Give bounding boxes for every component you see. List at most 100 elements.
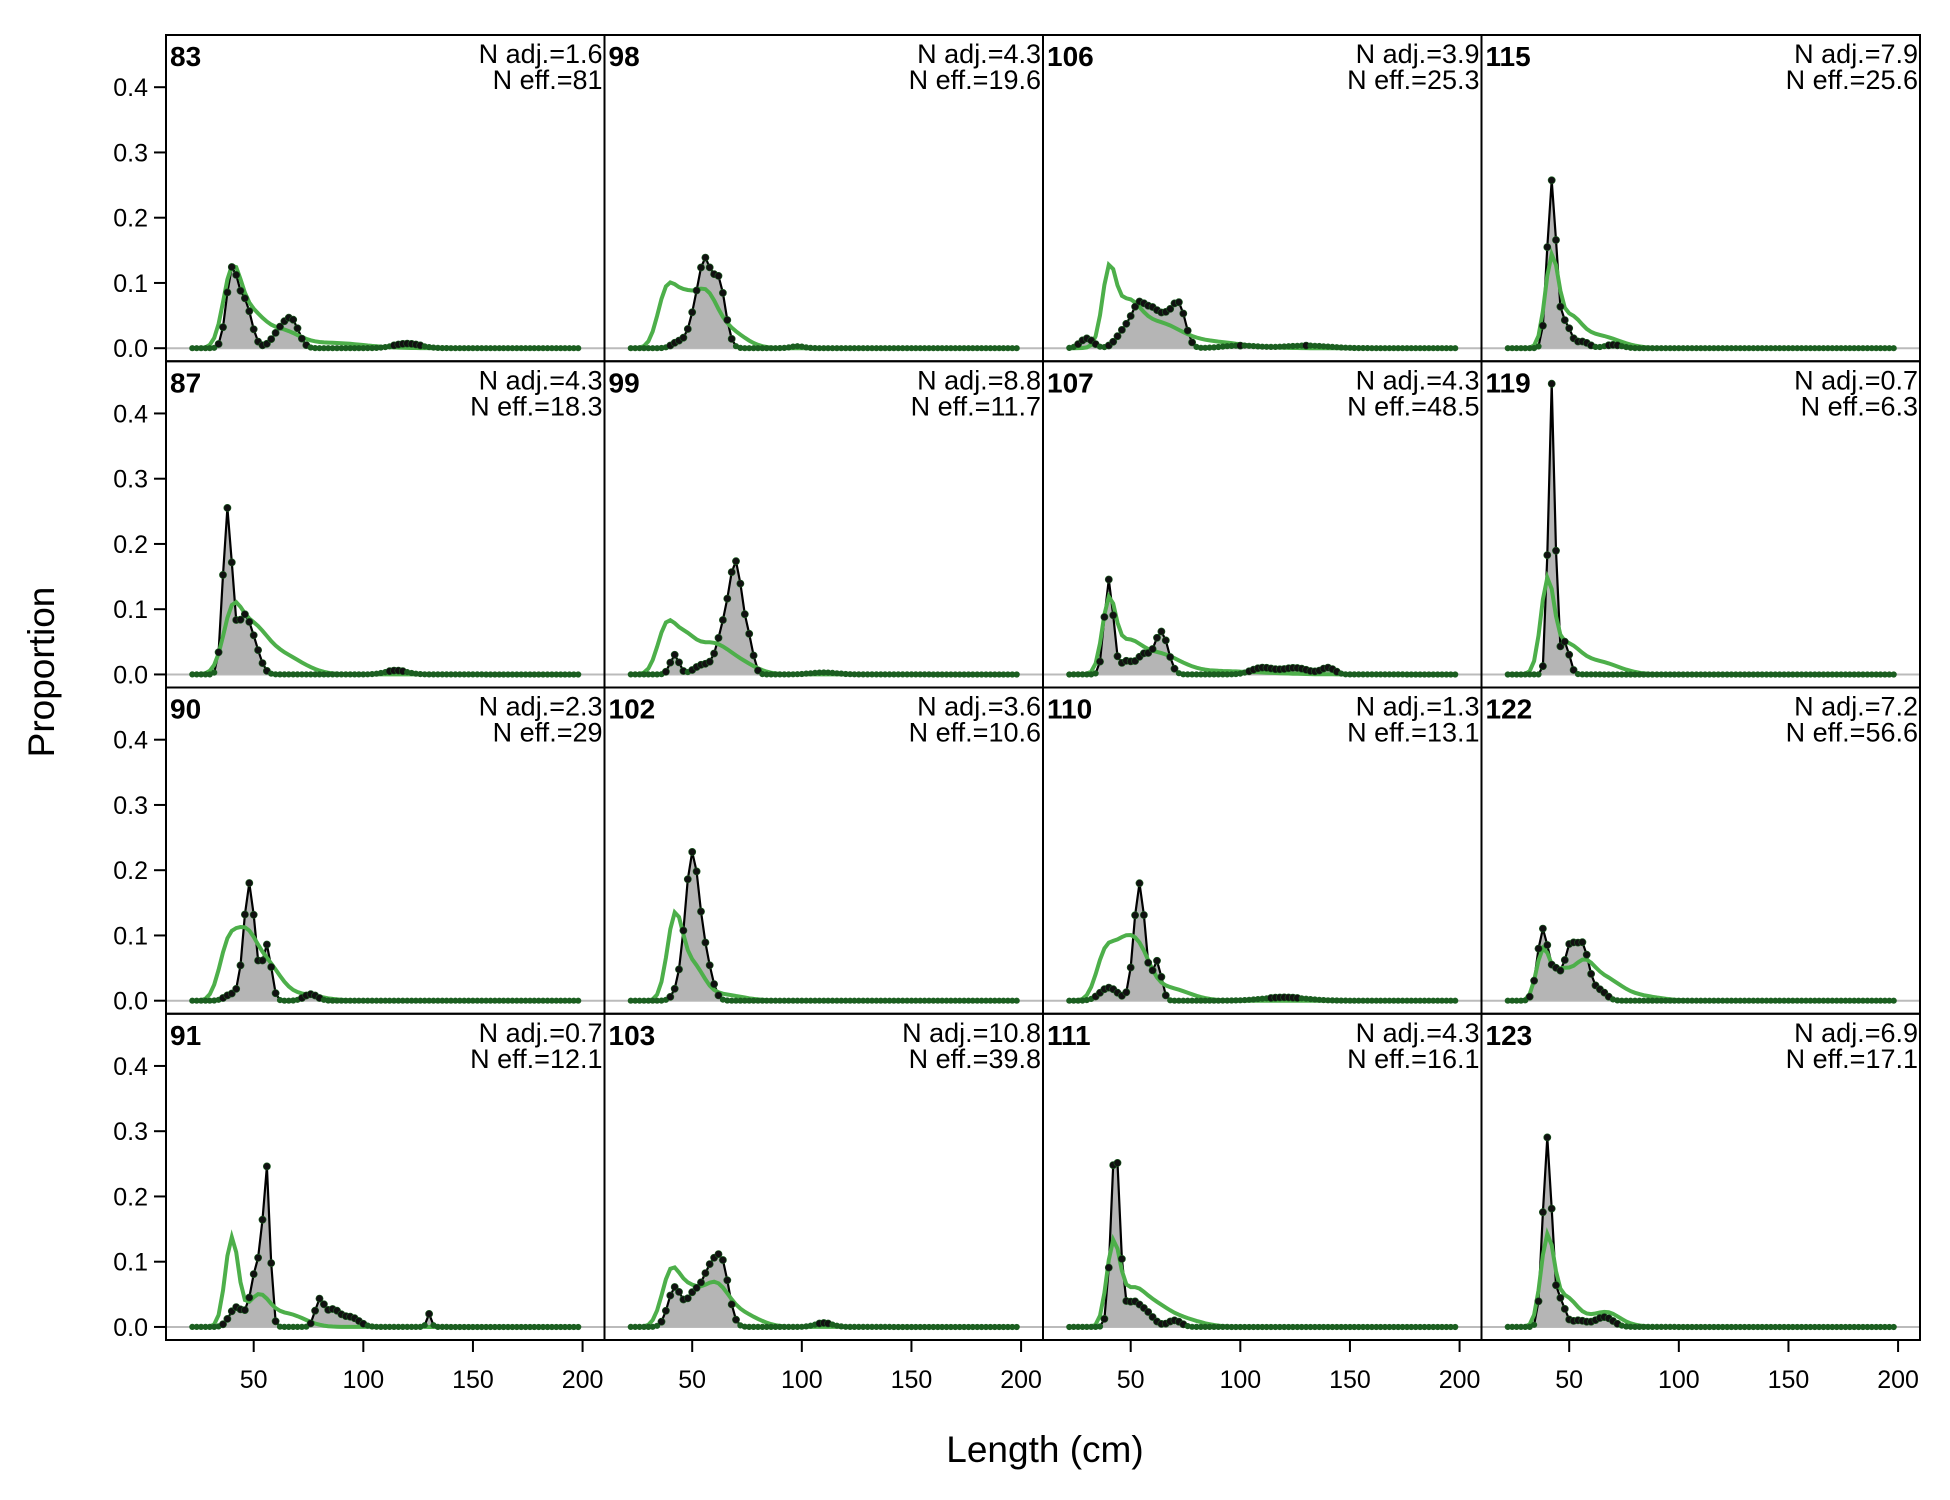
axes-layer: 0.0 0.1 0.2 0.3 0.4 0.0 0.1 0.2 0.3 0.4 0.0 0.1 0.2 0…: [113, 74, 1919, 1394]
observed-point: [1126, 312, 1135, 320]
observed-point: [219, 323, 227, 332]
observed-point: [1109, 611, 1118, 620]
panel-label: 106: [1047, 41, 1094, 72]
observed-point: [249, 325, 258, 334]
x-axis-title: Length (cm): [946, 1429, 1143, 1470]
y-tick-label: 0.0: [113, 1314, 148, 1342]
observed-point: [1535, 343, 1542, 350]
y-tick-label: 0.2: [113, 205, 148, 233]
panel-106: 106 N adj.=3.9N eff.=25.3: [1042, 34, 1483, 363]
observed-point: [679, 926, 688, 935]
observed-point: [1534, 1297, 1543, 1306]
panel-123: 123 N adj.=6.9N eff.=17.1: [1480, 1012, 1921, 1341]
observed-point: [271, 1317, 280, 1326]
observed-point: [670, 650, 679, 659]
observed-area: [192, 267, 579, 349]
observed-point: [1560, 956, 1569, 964]
x-tick-label: 50: [678, 1366, 706, 1394]
observed-point: [1013, 1323, 1020, 1331]
observed-point: [575, 671, 582, 678]
observed-point: [679, 333, 688, 342]
observed-point: [267, 1259, 276, 1267]
observed-line: [630, 557, 1017, 676]
observed-point: [271, 328, 280, 337]
panel-frame: [1480, 1012, 1921, 1341]
x-tick-label: 150: [1329, 1366, 1371, 1394]
panel-103: 103 N adj.=10.8N eff.=39.8: [603, 1012, 1044, 1341]
observed-point: [421, 1322, 428, 1329]
observed-point: [710, 649, 718, 658]
observed-point: [254, 1253, 262, 1262]
panel-label: 87: [170, 367, 201, 398]
observed-area: [630, 257, 1017, 349]
observed-point: [1161, 636, 1170, 645]
y-tick-label: 0.4: [113, 1053, 148, 1081]
observed-point: [1104, 575, 1113, 584]
observed-point: [1166, 304, 1175, 313]
observed-point: [245, 618, 254, 626]
observed-point: [705, 1260, 714, 1268]
y-tick-label: 0.0: [113, 335, 148, 363]
observed-point: [666, 993, 675, 1001]
x-tick-label: 50: [240, 1366, 268, 1394]
observed-points: [1504, 176, 1897, 352]
observed-points: [1066, 297, 1459, 352]
observed-point: [1552, 546, 1560, 555]
panel-label: 110: [1047, 694, 1092, 725]
observed-point: [719, 616, 727, 624]
y-tick-label: 0.4: [113, 74, 148, 102]
panel-n-adj: N adj.=4.3: [479, 365, 603, 395]
panel-110: 110 N adj.=1.3N eff.=13.1: [1042, 686, 1483, 1015]
observed-point: [1113, 652, 1122, 661]
observed-points: [189, 503, 582, 678]
observed-point: [1100, 1315, 1109, 1323]
observed-point: [1126, 963, 1135, 972]
observed-point: [1144, 1308, 1153, 1316]
observed-point: [258, 956, 267, 965]
observed-point: [736, 579, 745, 588]
observed-points: [189, 263, 582, 352]
observed-point: [1539, 924, 1547, 933]
observed-point: [1547, 1204, 1556, 1213]
panel-label: 107: [1047, 367, 1094, 398]
panel-label: 91: [170, 1020, 201, 1051]
observed-point: [727, 568, 736, 576]
observed-point: [1122, 319, 1131, 328]
panel-n-eff: N eff.=81: [493, 65, 603, 95]
panel-n-adj: N adj.=4.3: [1356, 1018, 1480, 1048]
panel-91: 91 N adj.=0.7N eff.=12.1: [165, 1012, 606, 1341]
observed-point: [1539, 321, 1547, 330]
observed-point: [1104, 1263, 1113, 1272]
observed-point: [1578, 938, 1587, 947]
observed-point: [1157, 973, 1166, 981]
panel-n-eff: N eff.=17.1: [1786, 1044, 1918, 1074]
panel-99: 99 N adj.=8.8N eff.=11.7: [603, 360, 1044, 689]
observed-point: [293, 324, 302, 333]
observed-point: [1013, 671, 1020, 678]
observed-point: [236, 961, 245, 970]
panel-label: 111: [1047, 1020, 1091, 1051]
observed-point: [1170, 664, 1179, 673]
observed-point: [219, 1320, 227, 1329]
observed-point: [662, 1306, 670, 1315]
observed-point: [575, 997, 582, 1004]
observed-point: [697, 907, 705, 916]
observed-point: [705, 657, 714, 666]
observed-point: [214, 340, 223, 348]
observed-points: [627, 1250, 1020, 1331]
observed-point: [1092, 670, 1099, 677]
observed-point: [1543, 551, 1552, 559]
observed-line: [1069, 883, 1456, 1002]
observed-point: [1547, 379, 1556, 388]
observed-point: [240, 610, 249, 619]
y-tick-label: 0.0: [113, 661, 148, 689]
x-tick-label: 100: [1658, 1366, 1700, 1394]
panel-87: 87 N adj.=4.3N eff.=18.3: [165, 360, 606, 689]
panel-102: 102 N adj.=3.6N eff.=10.6: [603, 686, 1044, 1015]
observed-point: [575, 345, 582, 352]
y-tick-label: 0.2: [113, 857, 148, 885]
panel-label: 102: [609, 694, 656, 725]
observed-point: [692, 1284, 701, 1292]
observed-point: [1565, 324, 1574, 333]
